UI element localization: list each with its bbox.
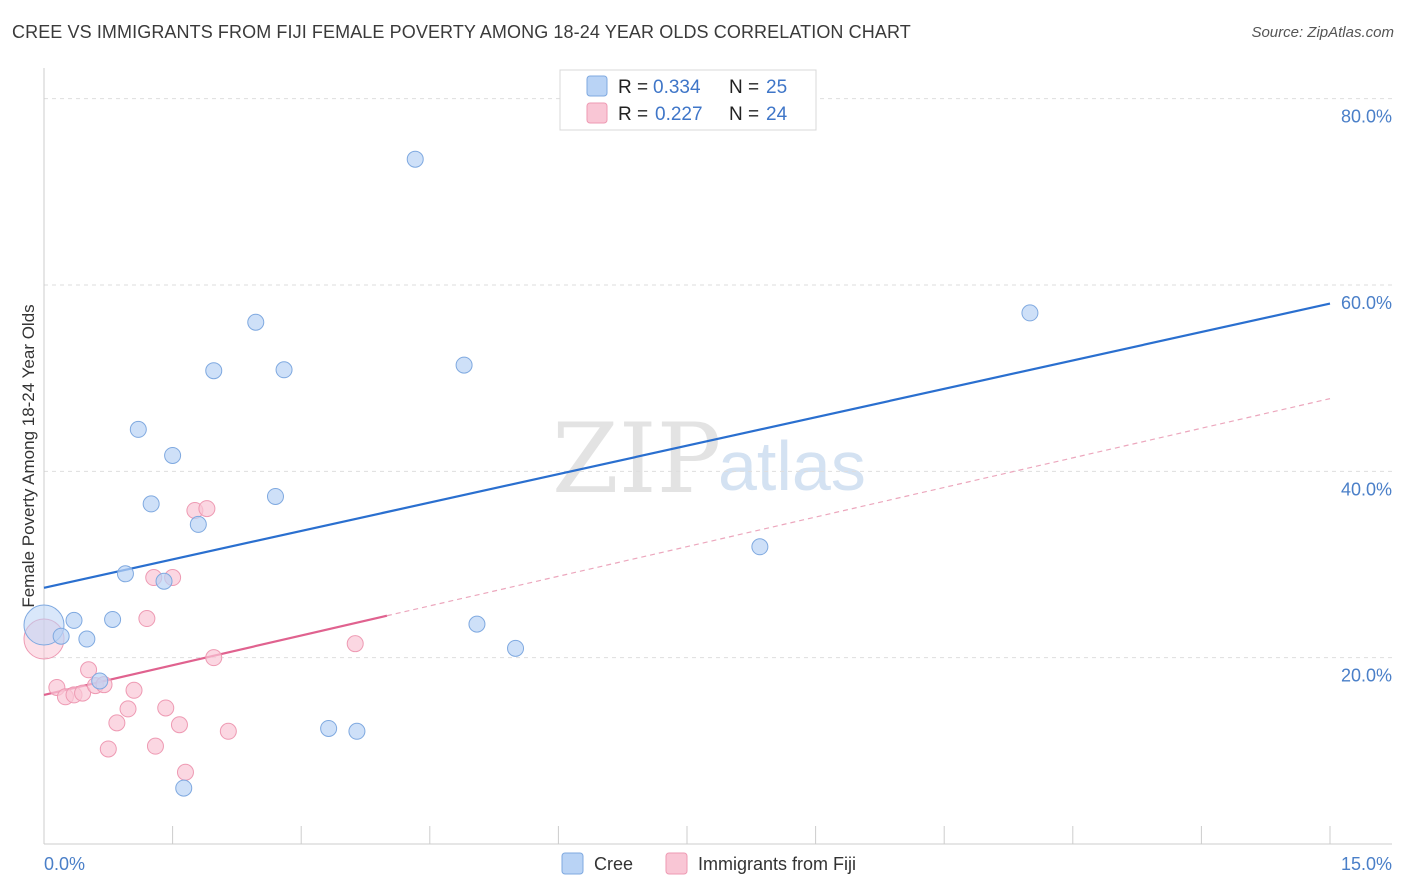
- fiji-points: [23, 500, 364, 781]
- cree-point-22: [507, 639, 525, 657]
- bottom-legend-swatch-cree: [561, 852, 584, 875]
- legend: R = 0.334 N = 25 R = 0.227 N = 24: [559, 69, 817, 131]
- y-tick-label-20: 20.0%: [1341, 666, 1392, 686]
- fiji-point-9: [108, 714, 126, 732]
- grid-lines: [44, 98, 1392, 659]
- fiji-point-12: [138, 610, 156, 628]
- cree-points: [23, 150, 1039, 797]
- legend-r-value-cree: 0.334: [653, 77, 701, 98]
- legend-n-label-cree: N =: [729, 77, 759, 98]
- fiji-point-14: [146, 737, 164, 755]
- cree-point-14: [247, 313, 265, 331]
- legend-n-value-fiji: 24: [766, 104, 788, 125]
- cree-point-19: [406, 150, 424, 168]
- legend-r-value-fiji: 0.227: [655, 104, 703, 125]
- cree-point-3: [78, 630, 96, 648]
- fiji-point-21: [205, 649, 223, 667]
- legend-n-value-cree: 25: [766, 77, 787, 98]
- chart-title: CREE VS IMMIGRANTS FROM FIJI FEMALE POVE…: [12, 22, 911, 42]
- bottom-legend-swatch-fiji: [665, 852, 688, 875]
- cree-point-4: [91, 672, 109, 690]
- fiji-point-10: [119, 700, 137, 718]
- cree-point-6: [116, 565, 134, 583]
- cree-point-23: [751, 538, 769, 556]
- bottom-legend-label-fiji: Immigrants from Fiji: [698, 854, 856, 874]
- cree-point-11: [175, 779, 193, 797]
- cree-point-20: [455, 356, 473, 374]
- cree-point-15: [266, 487, 284, 505]
- y-tick-labels: 20.0% 40.0% 60.0% 80.0%: [1341, 107, 1392, 686]
- x-tick-marks: [43, 826, 1331, 844]
- cree-point-18: [348, 722, 366, 740]
- cree-point-13: [205, 362, 223, 380]
- cree-point-12: [189, 515, 207, 533]
- fiji-point-18: [176, 763, 194, 781]
- cree-point-10: [164, 446, 182, 464]
- cree-point-7: [129, 420, 147, 438]
- fiji-point-23: [346, 635, 364, 653]
- legend-swatch-cree: [586, 75, 608, 97]
- fiji-point-22: [219, 722, 237, 740]
- bottom-legend-label-cree: Cree: [594, 854, 633, 874]
- cree-point-2: [65, 611, 83, 629]
- legend-swatch-fiji: [586, 102, 608, 124]
- legend-r-label-fiji: R =: [618, 104, 648, 125]
- cree-point-16: [275, 361, 293, 379]
- cree-point-21: [468, 615, 486, 633]
- axes: [43, 68, 1392, 845]
- bottom-legend: Cree Immigrants from Fiji: [561, 852, 856, 875]
- fiji-point-5: [80, 661, 98, 679]
- cree-point-9: [155, 572, 173, 590]
- y-tick-label-60: 60.0%: [1341, 293, 1392, 313]
- legend-r-label-cree: R =: [618, 77, 648, 98]
- cree-point-8: [142, 495, 160, 513]
- legend-n-label-fiji: N =: [729, 104, 759, 125]
- x-tick-label-max: 15.0%: [1341, 854, 1392, 874]
- watermark-atlas: atlas: [718, 427, 866, 505]
- source-credit: Source: ZipAtlas.com: [1251, 24, 1394, 41]
- cree-trend-line: [43, 302, 1331, 589]
- fiji-point-20: [198, 500, 216, 518]
- cree-point-1: [52, 627, 70, 645]
- cree-point-24: [1021, 304, 1039, 322]
- fiji-point-11: [125, 681, 143, 699]
- y-axis-label: Female Poverty Among 18-24 Year Olds: [19, 304, 38, 607]
- y-tick-label-80: 80.0%: [1341, 107, 1392, 127]
- fiji-point-4: [74, 684, 92, 702]
- x-tick-label-min: 0.0%: [44, 854, 85, 874]
- fiji-point-8: [99, 740, 117, 758]
- y-tick-label-40: 40.0%: [1341, 479, 1392, 499]
- cree-point-17: [320, 719, 338, 737]
- fiji-point-17: [170, 716, 188, 734]
- fiji-point-15: [157, 699, 175, 717]
- watermark-zip: ZIP: [552, 403, 721, 515]
- cree-point-5: [104, 610, 122, 628]
